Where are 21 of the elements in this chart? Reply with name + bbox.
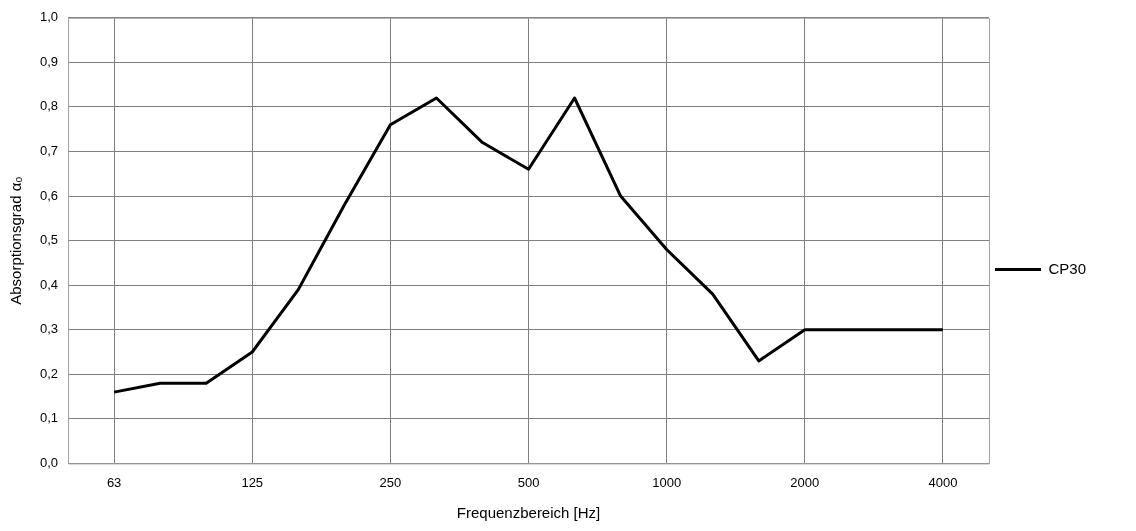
y-axis-title: Absorptionsgrad α₀ [7,176,25,305]
y-tick-label: 0,9 [39,53,59,69]
x-tick-label: 250 [379,474,402,490]
y-tick-label: 1,0 [39,9,59,25]
y-tick-label: 0,4 [39,276,59,292]
x-tick-label: 63 [106,474,122,490]
x-tick-label: 500 [517,474,540,490]
y-tick-label: 0,2 [39,365,59,381]
x-tick-label: 2000 [790,474,820,490]
y-tick-label: 0,8 [39,98,59,114]
x-tick-label: 1000 [652,474,682,490]
y-tick-label: 0,6 [39,187,59,203]
legend-label: CP30 [1048,259,1087,277]
y-tick-label: 0,5 [39,232,59,248]
x-axis-title: Frequenzbereich [Hz] [456,504,601,522]
x-tick-label: 125 [241,474,264,490]
x-tick-label: 4000 [928,474,958,490]
y-tick-label: 0,7 [39,143,59,159]
y-tick-label: 0,3 [39,321,59,337]
y-tick-label: 0,1 [39,410,59,426]
y-tick-label: 0,0 [39,454,59,470]
